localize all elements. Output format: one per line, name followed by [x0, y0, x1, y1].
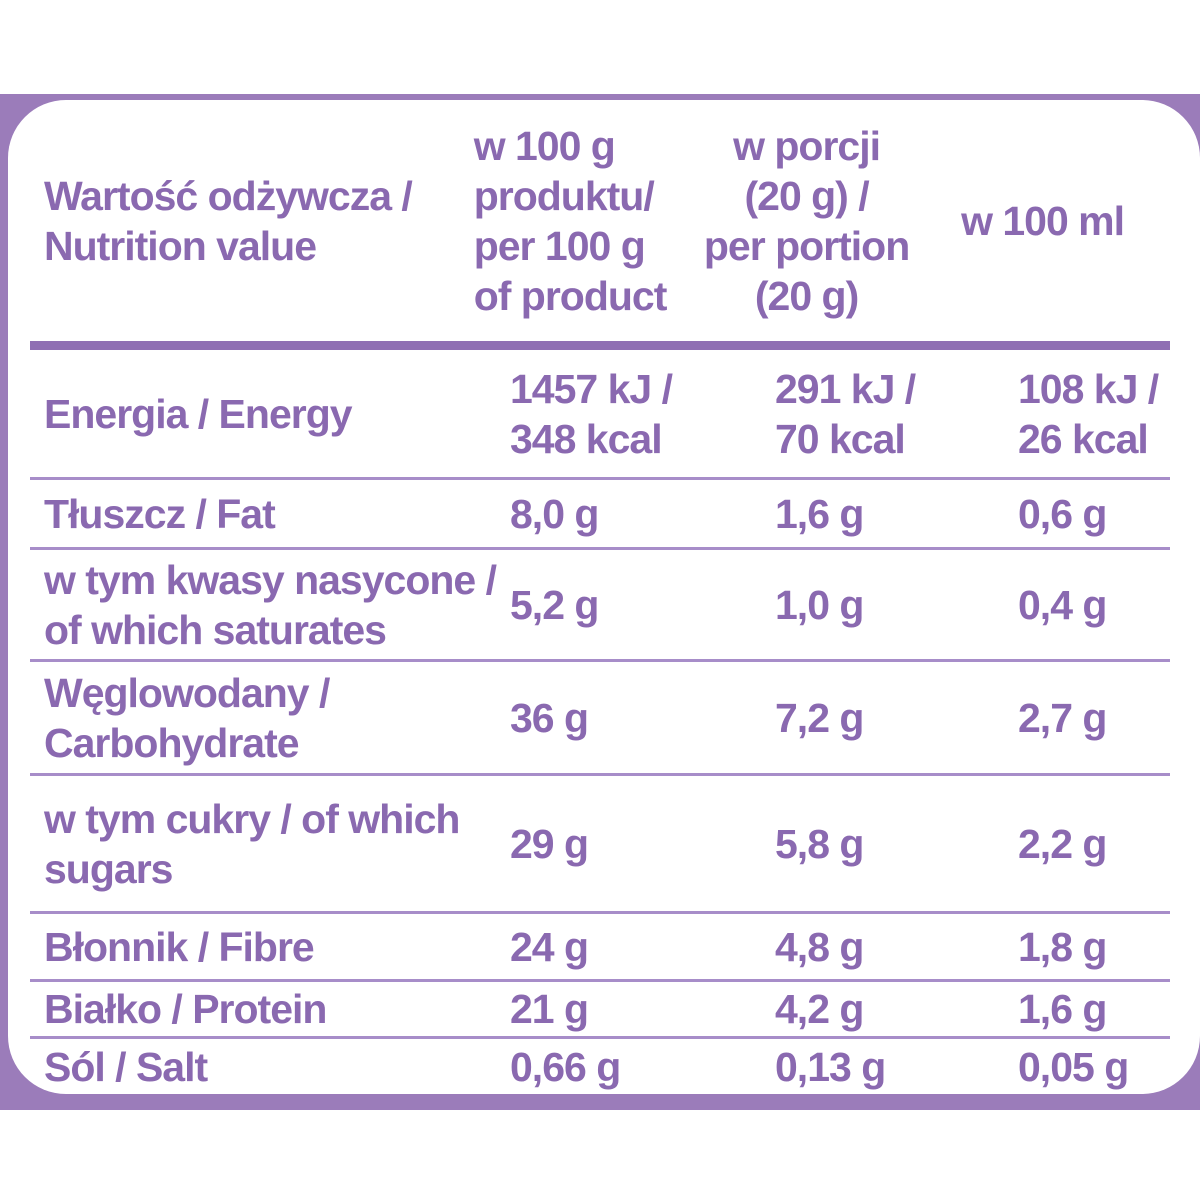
value-line: 291 kJ /	[775, 365, 916, 412]
table-row-sugars: w tym cukry / of which sugars 29 g 5,8 g…	[30, 776, 1170, 914]
header-line: per portion	[703, 222, 910, 269]
header-line: produktu/	[473, 172, 655, 219]
value-per-100g: 1457 kJ / 348 kcal	[510, 364, 775, 464]
value-per-100ml: 1,6 g	[1018, 984, 1170, 1034]
header-per-100ml: w 100 ml	[961, 196, 1170, 246]
table-row-fat: Tłuszcz / Fat 8,0 g 1,6 g 0,6 g	[30, 480, 1170, 550]
header-line: (20 g) /	[744, 172, 869, 219]
value-line: 24 g	[510, 923, 589, 970]
label-line: Tłuszcz / Fat	[44, 490, 276, 537]
value-line: 4,8 g	[775, 923, 864, 970]
row-label: Węglowodany / Carbohydrate	[30, 668, 510, 768]
label-line: of which saturates	[44, 606, 387, 653]
value-line: 2,2 g	[1018, 820, 1107, 867]
row-label: Tłuszcz / Fat	[30, 489, 510, 539]
table-row-protein: Białko / Protein 21 g 4,2 g 1,6 g	[30, 982, 1170, 1039]
value-line: 5,2 g	[510, 581, 599, 628]
label-line: Energia / Energy	[44, 390, 353, 437]
value-per-portion: 291 kJ / 70 kcal	[775, 364, 1018, 464]
header-line: Wartość odżywcza /	[44, 172, 413, 219]
row-label: Sól / Salt	[30, 1042, 510, 1092]
header-line: w 100 ml	[961, 197, 1125, 244]
label-line: Białko / Protein	[44, 986, 327, 1032]
table-row-saturates: w tym kwasy nasycone / of which saturate…	[30, 550, 1170, 662]
value-line: 21 g	[510, 986, 589, 1032]
value-per-100g: 21 g	[510, 984, 775, 1034]
value-line: 1,6 g	[775, 490, 864, 537]
value-line: 7,2 g	[775, 694, 864, 741]
value-per-100g: 8,0 g	[510, 489, 775, 539]
value-per-100ml: 2,2 g	[1018, 819, 1170, 869]
value-per-portion: 5,8 g	[775, 819, 1018, 869]
value-per-100g: 5,2 g	[510, 580, 775, 630]
table-row-salt: Sól / Salt 0,66 g 0,13 g 0,05 g	[30, 1039, 1170, 1094]
value-line: 0,6 g	[1018, 490, 1107, 537]
value-per-100g: 36 g	[510, 693, 775, 743]
value-line: 0,4 g	[1018, 581, 1107, 628]
table-row-carbohydrate: Węglowodany / Carbohydrate 36 g 7,2 g 2,…	[30, 662, 1170, 776]
nutrition-table-card: Wartość odżywcza / Nutrition value w 100…	[8, 100, 1200, 1094]
value-line: 26 kcal	[1018, 415, 1149, 462]
row-label: Białko / Protein	[30, 984, 510, 1034]
label-line: Błonnik / Fibre	[44, 923, 315, 970]
value-line: 4,2 g	[775, 986, 864, 1032]
value-line: 5,8 g	[775, 820, 864, 867]
header-per-100g: w 100 g produktu/ per 100 g of product	[474, 121, 718, 321]
value-line: 70 kcal	[775, 415, 906, 462]
label-line: w tym kwasy nasycone /	[44, 556, 497, 603]
value-line: 29 g	[510, 820, 589, 867]
label-line: Węglowodany /	[44, 669, 330, 716]
value-line: 108 kJ /	[1018, 365, 1159, 412]
value-per-portion: 4,8 g	[775, 922, 1018, 972]
header-per-portion: w porcji (20 g) / per portion (20 g)	[704, 121, 961, 321]
value-line: 0,13 g	[775, 1043, 886, 1090]
value-line: 8,0 g	[510, 490, 599, 537]
label-line: Carbohydrate	[44, 719, 300, 766]
value-per-100ml: 2,7 g	[1018, 693, 1170, 743]
value-line: 1,0 g	[775, 581, 864, 628]
value-line: 0,05 g	[1018, 1043, 1129, 1090]
header-line: Nutrition value	[44, 222, 317, 269]
value-per-portion: 7,2 g	[775, 693, 1018, 743]
header-nutrition-value: Wartość odżywcza / Nutrition value	[30, 171, 474, 271]
row-label: w tym cukry / of which sugars	[30, 794, 510, 894]
value-line: 348 kcal	[510, 415, 663, 462]
row-label: w tym kwasy nasycone / of which saturate…	[30, 555, 510, 655]
value-line: 1,8 g	[1018, 923, 1107, 970]
header-line: w 100 g	[473, 122, 616, 169]
value-line: 1457 kJ /	[510, 365, 673, 412]
label-line: sugars	[44, 845, 173, 892]
value-line: 0,66 g	[510, 1043, 621, 1090]
row-label: Energia / Energy	[30, 389, 510, 439]
value-per-100ml: 108 kJ / 26 kcal	[1018, 364, 1170, 464]
label-line: Sól / Salt	[44, 1043, 208, 1090]
value-per-100g: 0,66 g	[510, 1042, 775, 1092]
value-line: 36 g	[510, 694, 589, 741]
value-per-100ml: 0,4 g	[1018, 580, 1170, 630]
value-per-100g: 24 g	[510, 922, 775, 972]
value-line: 2,7 g	[1018, 694, 1107, 741]
value-per-100ml: 0,05 g	[1018, 1042, 1170, 1092]
label-background-band: Wartość odżywcza / Nutrition value w 100…	[0, 94, 1200, 1110]
row-label: Błonnik / Fibre	[30, 922, 510, 972]
value-per-portion: 1,6 g	[775, 489, 1018, 539]
value-per-100ml: 1,8 g	[1018, 922, 1170, 972]
table-header-row: Wartość odżywcza / Nutrition value w 100…	[30, 100, 1170, 350]
value-per-100ml: 0,6 g	[1018, 489, 1170, 539]
header-line: (20 g)	[754, 272, 859, 319]
value-per-portion: 4,2 g	[775, 984, 1018, 1034]
header-line: of product	[473, 272, 668, 319]
value-per-portion: 0,13 g	[775, 1042, 1018, 1092]
value-line: 1,6 g	[1018, 986, 1107, 1032]
value-per-100g: 29 g	[510, 819, 775, 869]
value-per-portion: 1,0 g	[775, 580, 1018, 630]
table-row-fibre: Błonnik / Fibre 24 g 4,8 g 1,8 g	[30, 914, 1170, 982]
table-row-energy: Energia / Energy 1457 kJ / 348 kcal 291 …	[30, 350, 1170, 480]
header-line: per 100 g	[473, 222, 646, 269]
header-line: w porcji	[733, 122, 881, 169]
label-line: w tym cukry / of which	[44, 795, 460, 842]
